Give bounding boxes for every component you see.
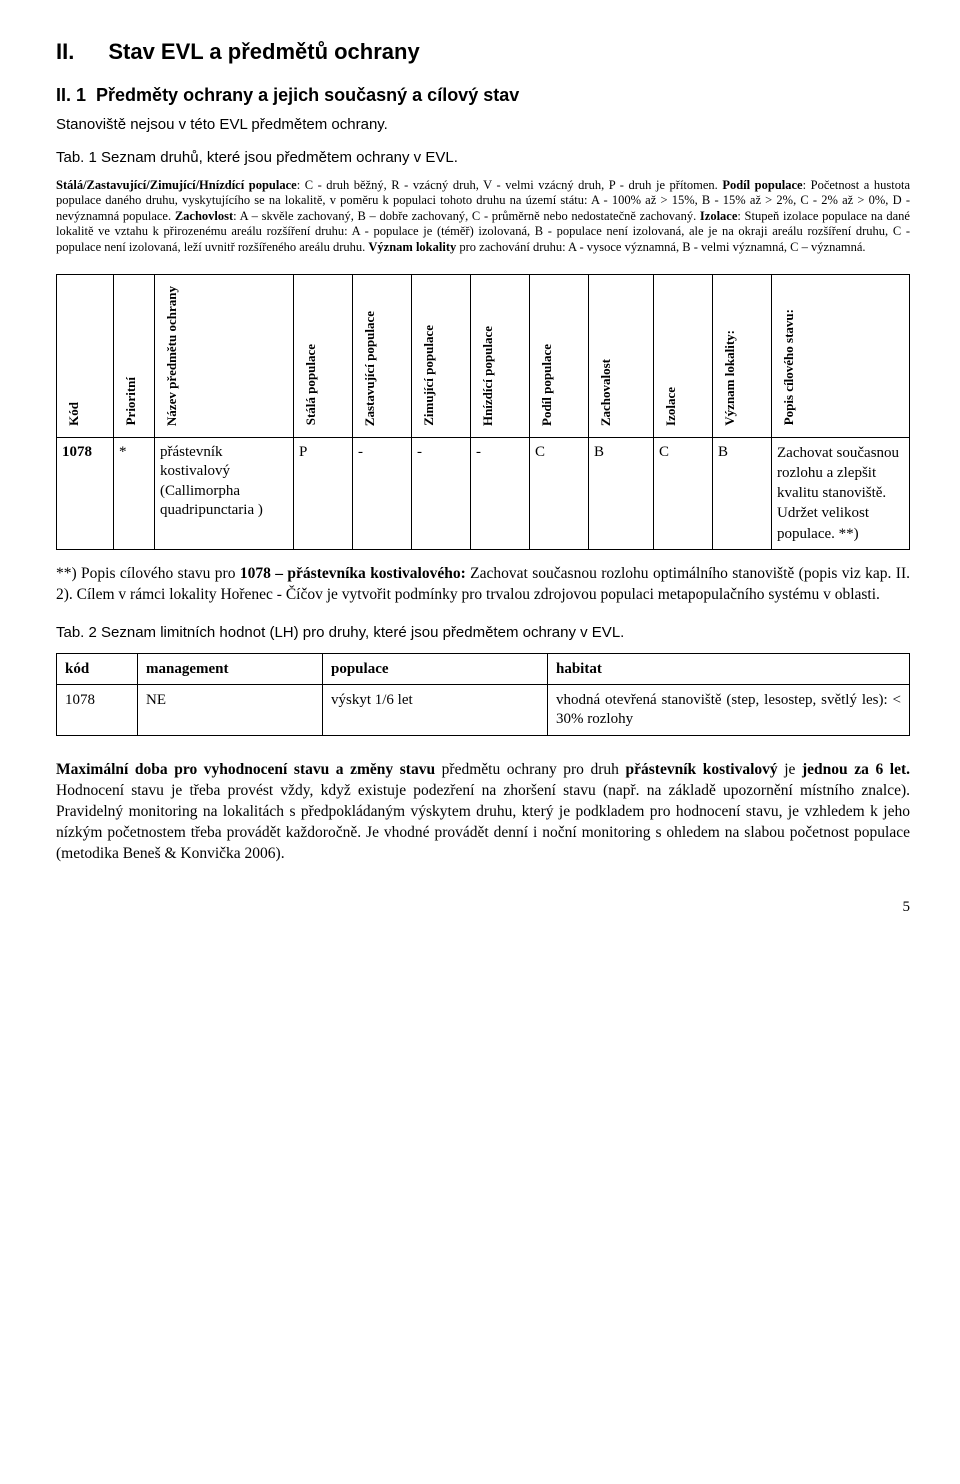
cell-nazev: přástevník kostivalový (Callimorpha quad… xyxy=(155,437,294,549)
table2-caption: Tab. 2 Seznam limitních hodnot (LH) pro … xyxy=(56,624,910,643)
cell-zastav: - xyxy=(353,437,412,549)
col-kod: Kód xyxy=(57,274,114,437)
col-zimu: Zimující populace xyxy=(412,274,471,437)
cell-vyznam: B xyxy=(713,437,772,549)
legend-b2: Podíl populace xyxy=(722,178,802,192)
col-vyznam: Význam lokality: xyxy=(713,274,772,437)
table-row: 1078 * přástevník kostivalový (Callimorp… xyxy=(57,437,910,549)
heading-1-prefix: II. xyxy=(56,39,74,64)
note-bold: 1078 – přástevníka kostivalového: xyxy=(240,565,466,582)
cell-prioritni: * xyxy=(114,437,155,549)
final-s1: předmětu ochrany pro druh xyxy=(435,761,625,778)
heading-2-prefix: II. 1 xyxy=(56,85,86,105)
cell-mgmt: NE xyxy=(138,685,323,736)
cell-stala: P xyxy=(294,437,353,549)
legend-s3: : A – skvěle zachovaný, B – dobře zachov… xyxy=(233,209,700,223)
cell-kod: 1078 xyxy=(57,437,114,549)
col-hniz: Hnízdící populace xyxy=(471,274,530,437)
cell-habitat: vhodná otevřená stanoviště (step, lesost… xyxy=(548,685,910,736)
final-s3: Hodnocení stavu je třeba provést vždy, k… xyxy=(56,782,910,862)
col-podil: Podíl populace xyxy=(530,274,589,437)
col-zastav: Zastavující populace xyxy=(353,274,412,437)
cell-zach: B xyxy=(589,437,654,549)
table-row: 1078 NE výskyt 1/6 let vhodná otevřená s… xyxy=(57,685,910,736)
legend-s5: pro zachování druhu: A - vysoce významná… xyxy=(456,240,865,254)
page-number: 5 xyxy=(56,898,910,917)
cell-pop: výskyt 1/6 let xyxy=(323,685,548,736)
cell-kod: 1078 xyxy=(57,685,138,736)
col-stala: Stálá populace xyxy=(294,274,353,437)
note-after-table1: **) Popis cílového stavu pro 1078 – přás… xyxy=(56,564,910,606)
legend-b1: Stálá/Zastavující/Zimující/Hnízdící popu… xyxy=(56,178,297,192)
table-limits: kód management populace habitat 1078 NE … xyxy=(56,653,910,736)
col-zach: Zachovalost xyxy=(589,274,654,437)
final-b3: jednou za 6 let. xyxy=(802,761,910,778)
cell-izolace: C xyxy=(654,437,713,549)
heading-2-text: Předměty ochrany a jejich současný a cíl… xyxy=(96,85,519,105)
col-nazev: Název předmětu ochrany xyxy=(155,274,294,437)
col-popis: Popis cílového stavu: xyxy=(772,274,910,437)
final-b2: přástevník kostivalový xyxy=(626,761,778,778)
legend-b3: Zachovlost xyxy=(175,209,233,223)
cell-zimu: - xyxy=(412,437,471,549)
col-kod: kód xyxy=(57,653,138,685)
heading-1: II. Stav EVL a předmětů ochrany xyxy=(56,38,910,66)
legend-b4: Izolace xyxy=(700,209,737,223)
table-species: Kód Prioritní Název předmětu ochrany Stá… xyxy=(56,274,910,550)
heading-2: II. 1 Předměty ochrany a jejich současný… xyxy=(56,84,910,107)
col-pop: populace xyxy=(323,653,548,685)
note-pre: **) Popis cílového stavu pro xyxy=(56,565,240,582)
col-izolace: Izolace xyxy=(654,274,713,437)
cell-popis: Zachovat současnou rozlohu a zlepšit kva… xyxy=(772,437,910,549)
heading-1-text: Stav EVL a předmětů ochrany xyxy=(108,39,419,64)
col-habitat: habitat xyxy=(548,653,910,685)
cell-hniz: - xyxy=(471,437,530,549)
final-s2: je xyxy=(778,761,802,778)
table1-caption: Tab. 1 Seznam druhů, které jsou předměte… xyxy=(56,149,910,168)
table-row: kód management populace habitat xyxy=(57,653,910,685)
legend-paragraph: Stálá/Zastavující/Zimující/Hnízdící popu… xyxy=(56,178,910,256)
final-b1: Maximální doba pro vyhodnocení stavu a z… xyxy=(56,761,435,778)
table-row: Kód Prioritní Název předmětu ochrany Stá… xyxy=(57,274,910,437)
legend-s1: : C - druh běžný, R - vzácný druh, V - v… xyxy=(297,178,723,192)
legend-b5: Význam lokality xyxy=(368,240,456,254)
final-paragraph: Maximální doba pro vyhodnocení stavu a z… xyxy=(56,760,910,865)
cell-podil: C xyxy=(530,437,589,549)
intro-line: Stanoviště nejsou v této EVL předmětem o… xyxy=(56,116,910,135)
col-mgmt: management xyxy=(138,653,323,685)
col-prioritni: Prioritní xyxy=(114,274,155,437)
